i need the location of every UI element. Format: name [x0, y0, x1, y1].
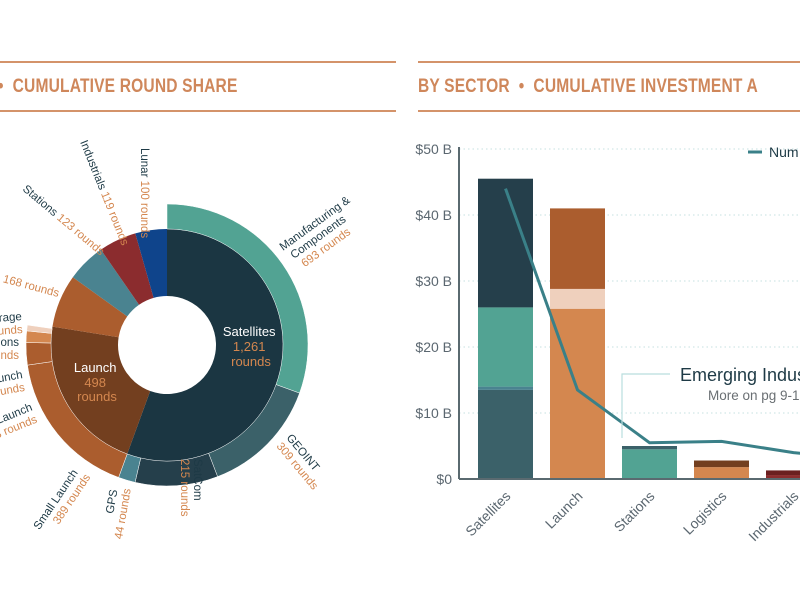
sunburst-inner-segment-logistics — [52, 277, 128, 338]
label-gps: GPS 44 rounds — [100, 485, 134, 540]
bar-segment-industrials — [766, 470, 800, 476]
legend: Num — [748, 144, 799, 160]
title-text: CUMULATIVE ROUND SHARE — [12, 76, 238, 97]
bar-segment-satellites — [478, 386, 533, 390]
sunburst-inner-segment-industrials — [100, 233, 154, 305]
legend-label: Num — [769, 144, 799, 160]
annotation-subtitle: More on pg 9-1 — [708, 388, 800, 403]
left-header-bottom-rule — [0, 110, 396, 112]
bar-segment-launch — [550, 288, 605, 309]
label-launch-sub-3: unchounds — [0, 369, 26, 399]
y-tick-label: $40 B — [415, 207, 452, 223]
annotation-bracket — [621, 373, 670, 438]
title-text: CUMULATIVE INVESTMENT A — [533, 76, 758, 97]
label-logistics: cs 168 rounds — [0, 270, 61, 300]
bar-segment-stations — [622, 446, 677, 450]
bar-segment-launch — [550, 208, 605, 289]
x-tick-label: Stations — [611, 488, 658, 535]
title-bullet: • — [0, 76, 4, 97]
inner-label-satellites: Satellites 1,261 rounds — [223, 324, 279, 369]
label-small-launch: Small Launch 389 rounds — [32, 465, 94, 540]
title-prefix: BY SECTOR — [418, 76, 510, 97]
left-section-title: • CUMULATIVE ROUND SHARE — [0, 76, 238, 98]
sunburst-outer-segment — [26, 324, 53, 334]
investment-bar-chart: $0 $10 B $20 B $30 B $40 B $50 B Satellites Lau… — [415, 141, 800, 544]
title-bullet: • — [518, 76, 525, 97]
label-lunar: Lunar 100 rounds — [138, 148, 150, 238]
sunburst-outer-segment — [25, 342, 53, 366]
y-tick-label: $50 B — [415, 141, 452, 157]
sunburst-inner-segment-stations — [72, 249, 140, 317]
y-tick-label: $0 — [436, 471, 452, 487]
label-launch-sub-1: erageunds — [0, 311, 23, 338]
right-header-top-rule — [418, 61, 800, 63]
bar-segment-industrials — [766, 475, 800, 479]
y-tick-label: $10 B — [415, 405, 452, 421]
y-tick-label: $20 B — [415, 339, 452, 355]
label-stations: Stations 123 rounds — [20, 183, 106, 258]
rounds-line-series — [504, 188, 800, 455]
label-satcom: SatCom 215 rounds — [178, 459, 203, 517]
label-launch-sub-4: Launch8 rounds — [0, 402, 39, 442]
bar-segment-satellites — [478, 307, 533, 387]
y-tick-label: $30 B — [415, 273, 452, 289]
x-tick-label: Logistics — [680, 488, 730, 538]
inner-label-launch: Launch 498 rounds — [74, 360, 120, 404]
left-header-top-rule — [0, 61, 396, 63]
bar-segment-stations — [622, 449, 677, 479]
label-launch-sub-2: ionsunds — [0, 337, 19, 362]
label-manufacturing: Manufacturing & Components 693 rounds — [278, 193, 371, 275]
sunburst-chart — [25, 203, 309, 487]
x-tick-label: Launch — [542, 488, 586, 532]
label-geoint: GEOINT 309 rounds — [274, 432, 330, 492]
x-tick-label: Industrials — [745, 488, 800, 544]
x-tick-label: Satellites — [462, 488, 513, 539]
sunburst-inner-segment-launch — [50, 326, 151, 454]
annotation-title: Emerging Indus — [680, 365, 800, 385]
right-section-title: BY SECTOR • CUMULATIVE INVESTMENT A — [418, 76, 758, 98]
sunburst-inner-segment-satellites — [127, 229, 283, 461]
sunburst-inner-segment-lunar — [135, 229, 167, 298]
bar-segment-logistics — [694, 460, 749, 468]
chart-annotation: Emerging Indus More on pg 9-1 — [621, 365, 800, 438]
bar-segment-satellites — [478, 389, 533, 479]
bar-segment-logistics — [694, 467, 749, 479]
right-header-bottom-rule — [418, 110, 800, 112]
